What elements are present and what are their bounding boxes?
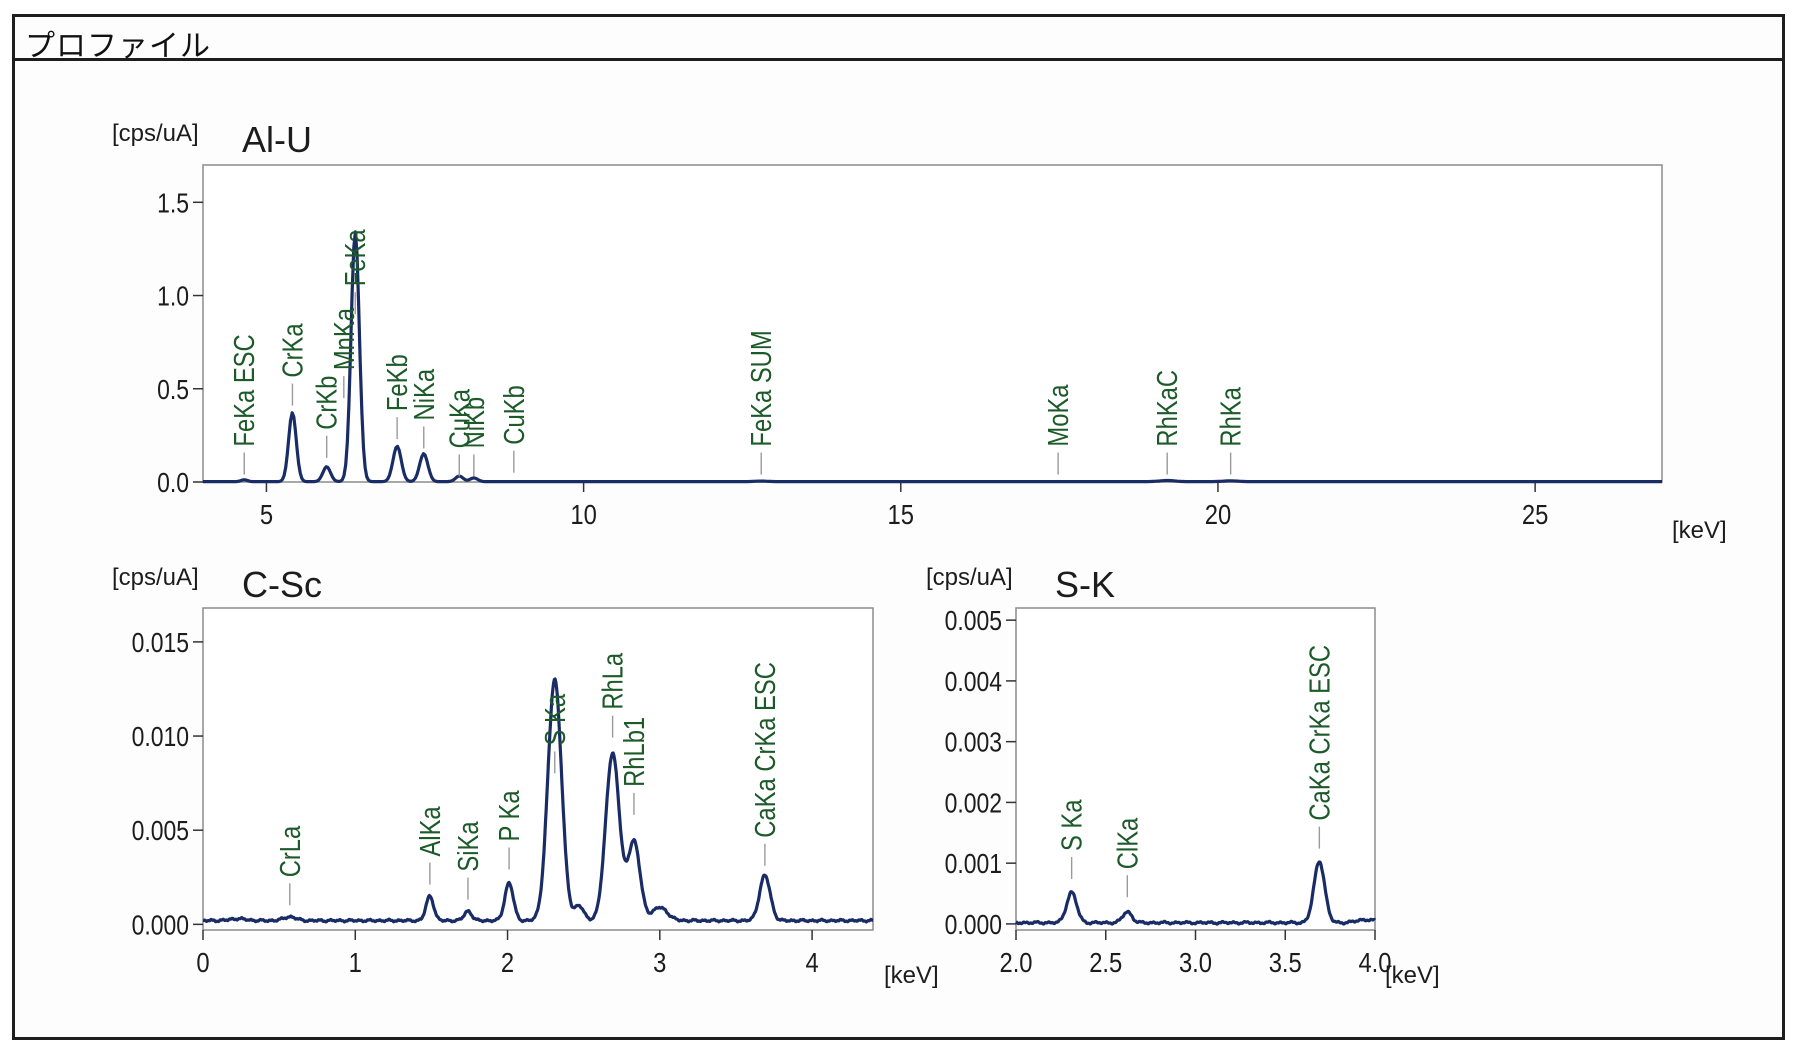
y-unit-label: [cps/uA] bbox=[926, 564, 1013, 591]
x-tick-label: 0 bbox=[196, 946, 209, 978]
x-tick-label: 10 bbox=[570, 498, 596, 530]
peak-label: S Ka bbox=[1055, 799, 1088, 851]
y-tick-label: 0.002 bbox=[945, 788, 1002, 819]
peak-label: AlKa bbox=[414, 806, 447, 856]
spectrum-line bbox=[202, 677, 874, 924]
x-tick-label: 4 bbox=[805, 946, 818, 978]
peak-label: FeKa ESC bbox=[228, 334, 261, 446]
y-tick-label: 1.0 bbox=[157, 281, 189, 312]
chart-title: S-K bbox=[1055, 564, 1115, 605]
peak-label: CrKb bbox=[310, 376, 343, 430]
panel-title-bar: プロファイル bbox=[15, 17, 1782, 64]
peak-label: RhLb1 bbox=[618, 717, 651, 787]
x-unit-label: [keV] bbox=[1672, 517, 1727, 544]
peak-label: ClKa bbox=[1111, 818, 1144, 870]
panel-title: プロファイル bbox=[25, 29, 211, 64]
x-tick-label: 1 bbox=[349, 946, 362, 978]
peak-label: RhLa bbox=[596, 653, 629, 710]
y-tick-label: 0.015 bbox=[132, 628, 189, 659]
y-tick-label: 0.005 bbox=[132, 816, 189, 847]
y-tick-label: 0.005 bbox=[945, 606, 1002, 637]
x-tick-label: 20 bbox=[1205, 498, 1231, 530]
peak-label: FeKa SUM bbox=[745, 330, 778, 446]
chart-title: Al-U bbox=[242, 119, 312, 160]
x-tick-label: 3.5 bbox=[1269, 946, 1302, 978]
peak-label: FeKb bbox=[381, 354, 414, 411]
y-tick-label: 0.001 bbox=[945, 849, 1002, 880]
peak-label: CrKa bbox=[276, 323, 309, 377]
peak-label: CaKa CrKa ESC bbox=[1303, 645, 1336, 821]
peak-label: S Ka bbox=[539, 694, 572, 746]
chart-title: C-Sc bbox=[242, 564, 322, 605]
x-tick-label: 25 bbox=[1522, 498, 1548, 530]
y-tick-label: 0.000 bbox=[945, 910, 1002, 941]
spectrum-line bbox=[203, 230, 1663, 484]
peak-label: CrLa bbox=[274, 826, 307, 878]
x-unit-label: [keV] bbox=[884, 962, 939, 989]
x-tick-label: 4.0 bbox=[1358, 946, 1391, 978]
peak-label: MnKa bbox=[328, 308, 361, 370]
x-tick-label: 2.5 bbox=[1089, 946, 1122, 978]
y-tick-label: 0.000 bbox=[132, 910, 189, 941]
peak-label: FeKa bbox=[339, 229, 372, 286]
plot-area bbox=[202, 164, 1663, 483]
peak-label: NiKb bbox=[458, 397, 491, 449]
peak-label: NiKa bbox=[408, 369, 441, 421]
spectrum-line bbox=[1014, 860, 1377, 926]
peak-label: CaKa CrKa ESC bbox=[749, 662, 782, 838]
plot-area bbox=[202, 607, 874, 931]
y-tick-label: 0.0 bbox=[157, 468, 189, 499]
y-unit-label: [cps/uA] bbox=[112, 120, 199, 147]
y-tick-label: 0.003 bbox=[945, 728, 1002, 759]
x-tick-label: 3.0 bbox=[1179, 946, 1212, 978]
x-unit-label: [keV] bbox=[1385, 962, 1440, 989]
y-unit-label: [cps/uA] bbox=[112, 564, 199, 591]
x-tick-label: 3 bbox=[653, 946, 666, 978]
peak-label: CuKb bbox=[498, 385, 531, 444]
peak-label: CuKa bbox=[443, 389, 476, 449]
chart-s-k: [cps/uA] S-K [keV] 0.000 0.001 0.002 0.003 0.00… bbox=[926, 564, 1440, 989]
peak-label: P Ka bbox=[493, 790, 526, 841]
y-tick-label: 1.5 bbox=[157, 188, 189, 219]
peak-label: RhKa bbox=[1214, 387, 1247, 447]
chart-c-sc: [cps/uA] C-Sc [keV] 0.000 0.005 0.010 0.015 0 1 2… bbox=[112, 564, 939, 989]
x-tick-label: 2 bbox=[501, 946, 514, 978]
y-tick-label: 0.5 bbox=[157, 375, 189, 406]
chart-al-u: [cps/uA] Al-U [keV] 0.0 0.5 1.0 1.5 5 10 15 20 25 Fe… bbox=[112, 119, 1727, 544]
y-tick-label: 0.010 bbox=[132, 722, 189, 753]
x-tick-label: 5 bbox=[260, 498, 273, 530]
peak-label: SiKa bbox=[452, 821, 485, 871]
y-tick-label: 0.004 bbox=[945, 667, 1002, 698]
x-tick-label: 15 bbox=[888, 498, 914, 530]
x-tick-label: 2.0 bbox=[999, 946, 1032, 978]
peak-label: RhKaC bbox=[1151, 370, 1184, 447]
peak-label: MoKa bbox=[1042, 384, 1075, 446]
